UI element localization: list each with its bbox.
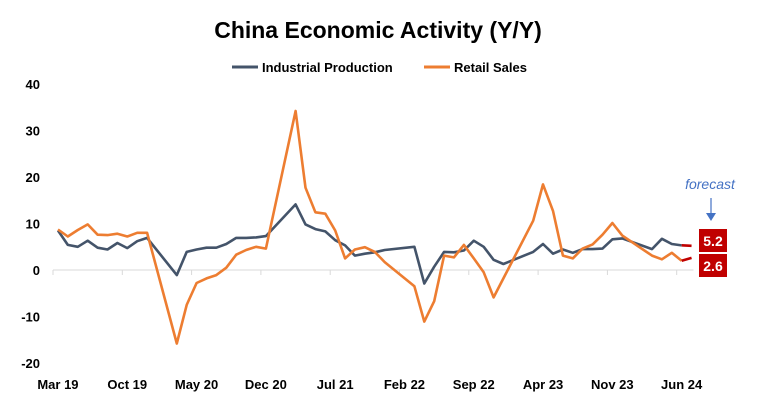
forecast-value-ip: 5.2 [703,233,723,249]
x-tick-label: Mar 19 [37,377,78,392]
chart-title: China Economic Activity (Y/Y) [214,17,542,43]
x-tick-label: Apr 23 [523,377,563,392]
y-tick-label: 10 [26,217,40,232]
forecast-value-retail: 2.6 [703,258,723,274]
y-tick-label: 40 [26,77,40,92]
forecast-segment-retail-sales [681,256,692,262]
series-lines [56,109,692,345]
forecast-box-retail [699,254,727,277]
x-tick-label: Dec 20 [245,377,287,392]
y-axis: -20 -10 0 10 20 30 40 [21,77,40,371]
legend-label-retail-sales: Retail Sales [454,60,527,75]
forecast-annotation: forecast 5.2 2.6 [685,176,736,277]
x-tick-label: Jun 24 [661,377,703,392]
y-tick-label: 20 [26,170,40,185]
legend-label-industrial-production: Industrial Production [262,60,393,75]
forecast-box-ip [699,229,727,252]
series-line-industrial-production [56,203,682,285]
forecast-arrowhead-icon [706,213,716,221]
x-axis: Mar 19 Oct 19 May 20 Dec 20 Jul 21 Feb 22 Sep … [37,269,703,392]
legend: Industrial Production Retail Sales [232,60,527,75]
x-tick-label: Oct 19 [107,377,147,392]
x-tick-label: Sep 22 [453,377,495,392]
x-tick-label: Jul 21 [317,377,354,392]
series-line-retail-sales [57,109,683,345]
y-tick-label: 0 [33,263,40,278]
x-tick-label: Feb 22 [384,377,425,392]
x-tick-label: May 20 [175,377,218,392]
y-tick-label: -10 [21,310,40,325]
y-tick-label: -20 [21,356,40,371]
y-tick-label: 30 [26,124,40,139]
x-tick-label: Nov 23 [591,377,634,392]
forecast-label: forecast [685,176,736,192]
